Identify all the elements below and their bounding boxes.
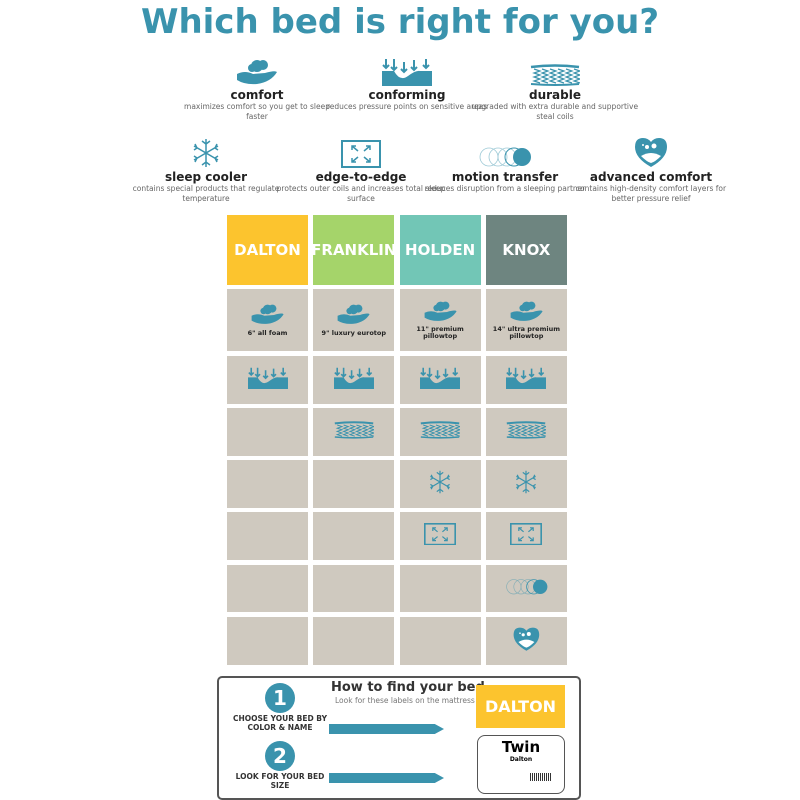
table-cell — [399, 408, 481, 456]
table-cell — [227, 460, 308, 508]
table-cell — [227, 512, 308, 560]
step-2-text: LOOK FOR YOUR BED SIZE — [235, 772, 325, 790]
feature-name: edge-to-edge — [315, 170, 407, 184]
feature-name: durable — [529, 88, 581, 102]
comfort-hand-icon — [172, 50, 342, 86]
bed-header-holden: HOLDEN — [399, 215, 481, 285]
step-1-text: CHOOSE YOUR BED BY COLOR & NAME — [232, 714, 328, 732]
heart-icon — [512, 626, 541, 656]
conforming-icon — [247, 367, 288, 393]
expand-icon — [276, 132, 446, 168]
size-text: Twin — [501, 738, 541, 756]
comfort-label: 14" ultra premium pillowtop — [492, 325, 560, 341]
table-cell — [485, 356, 567, 404]
feature-description: reduces pressure points on sensitive are… — [326, 102, 488, 111]
size-subtext: Dalton — [509, 756, 533, 763]
feature-conforming: conforming reduces pressure points on sen… — [322, 50, 492, 112]
feature-name: advanced comfort — [589, 170, 713, 184]
feature-description: contains high-density comfort layers for… — [575, 184, 727, 203]
snowflake-icon — [121, 132, 291, 168]
table-cell — [313, 356, 395, 404]
feature-name: motion transfer — [451, 170, 559, 184]
coils-icon — [506, 421, 548, 443]
conforming-icon — [322, 50, 492, 86]
table-cell: 6" all foam — [227, 289, 308, 351]
step-2-badge: 2 — [265, 741, 295, 771]
table-cell: 14" ultra premium pillowtop — [485, 289, 567, 351]
feature-description: contains special products that regulate … — [132, 184, 280, 203]
conforming-icon — [333, 367, 374, 393]
feature-durable: durable upgraded with extra durable and s… — [470, 50, 640, 122]
feature-advanced-comfort: advanced comfort contains high-density co… — [566, 132, 736, 204]
table-cell: 11" premium pillowtop — [399, 289, 481, 351]
comfort-hand-icon — [509, 300, 544, 326]
feature-name: conforming — [368, 88, 446, 102]
feature-motion-transfer: motion transfer reduces disruption from a… — [420, 132, 590, 194]
bed-header-knox: KNOX — [485, 215, 567, 285]
feature-description: protects outer coils and increases total… — [276, 184, 446, 203]
table-cell — [227, 408, 308, 456]
feature-description: reduces disruption from a sleeping partn… — [424, 184, 586, 193]
table-cell — [227, 617, 308, 665]
coils-icon — [470, 50, 640, 86]
comfort-hand-icon — [336, 303, 371, 329]
table-cell — [485, 460, 567, 508]
arrow-icon — [329, 773, 444, 783]
comfort-hand-icon — [250, 303, 285, 329]
comfort-label: 9" luxury eurotop — [321, 328, 387, 337]
coils-icon — [334, 421, 376, 443]
table-cell — [399, 460, 481, 508]
table-cell — [399, 565, 481, 612]
feature-description: upgraded with extra durable and supporti… — [471, 102, 639, 121]
comfort-label: 6" all foam — [247, 328, 288, 337]
heart-icon — [566, 132, 736, 168]
how-to-find-panel: 1 CHOOSE YOUR BED BY COLOR & NAME 2 LOOK… — [217, 676, 581, 800]
motion-circles-icon — [420, 132, 590, 168]
snowflake-icon — [514, 470, 538, 498]
feature-description: maximizes comfort so you get to sleep fa… — [184, 102, 330, 121]
barcode-icon — [530, 773, 552, 781]
table-cell — [399, 617, 481, 665]
table-cell — [485, 565, 567, 612]
feature-edge-to-edge: edge-to-edge protects outer coils and inc… — [276, 132, 446, 204]
table-cell — [313, 617, 395, 665]
howto-title: How to find your bed — [331, 680, 485, 695]
page-title: Which bed is right for you? — [140, 2, 660, 42]
table-cell — [313, 565, 395, 612]
feature-sleep-cooler: sleep cooler contains special products th… — [121, 132, 291, 204]
table-cell — [399, 356, 481, 404]
bed-header-franklin: FRANKLIN — [311, 215, 396, 285]
comfort-label: 11" premium pillowtop — [416, 325, 464, 341]
table-cell — [227, 565, 308, 612]
conforming-icon — [506, 367, 547, 393]
table-cell: 9" luxury eurotop — [313, 289, 395, 351]
table-cell — [485, 408, 567, 456]
arrow-icon — [329, 724, 444, 734]
conforming-icon — [420, 367, 461, 393]
size-label: Twin Dalton — [477, 735, 565, 794]
howto-subtitle: Look for these labels on the mattress — [335, 696, 475, 705]
table-cell — [399, 512, 481, 560]
bed-header-dalton: DALTON — [227, 215, 308, 285]
expand-icon — [424, 522, 457, 549]
feature-name: comfort — [230, 88, 284, 102]
table-cell — [313, 512, 395, 560]
comfort-hand-icon — [423, 300, 458, 326]
expand-icon — [510, 522, 543, 549]
motion-circles-icon — [505, 578, 548, 600]
table-cell — [313, 460, 395, 508]
feature-comfort: comfort maximizes comfort so you get to s… — [172, 50, 342, 122]
table-cell — [313, 408, 395, 456]
feature-name: sleep cooler — [164, 170, 248, 184]
snowflake-icon — [428, 470, 452, 498]
table-cell — [485, 512, 567, 560]
coils-icon — [420, 421, 462, 443]
bed-color-label: DALTON — [476, 685, 565, 728]
step-1-badge: 1 — [265, 683, 295, 713]
table-cell — [227, 356, 308, 404]
table-cell — [485, 617, 567, 665]
